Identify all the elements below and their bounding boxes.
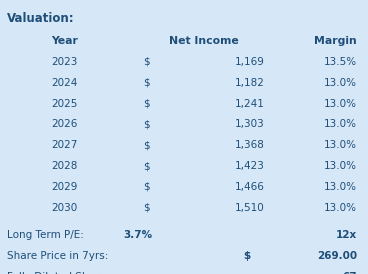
Text: 1,423: 1,423 [235, 161, 265, 171]
Text: $: $ [144, 57, 150, 67]
Text: $: $ [144, 140, 150, 150]
Text: Margin: Margin [314, 36, 357, 46]
Text: 1,241: 1,241 [235, 99, 265, 109]
Text: 1,182: 1,182 [235, 78, 265, 88]
Text: 13.0%: 13.0% [324, 161, 357, 171]
Text: 2024: 2024 [51, 78, 78, 88]
Text: 1,368: 1,368 [235, 140, 265, 150]
Text: 13.5%: 13.5% [324, 57, 357, 67]
Text: 13.0%: 13.0% [324, 203, 357, 213]
Text: 13.0%: 13.0% [324, 140, 357, 150]
Text: 2030: 2030 [51, 203, 78, 213]
Text: $: $ [243, 251, 250, 261]
Text: 2027: 2027 [51, 140, 78, 150]
Text: 13.0%: 13.0% [324, 99, 357, 109]
Text: 1,466: 1,466 [235, 182, 265, 192]
Text: 2029: 2029 [51, 182, 78, 192]
Text: Valuation:: Valuation: [7, 12, 75, 25]
Text: $: $ [144, 99, 150, 109]
Text: 3.7%: 3.7% [123, 230, 153, 240]
Text: $: $ [144, 161, 150, 171]
Text: 2028: 2028 [51, 161, 78, 171]
Text: 1,510: 1,510 [235, 203, 265, 213]
Text: 1,169: 1,169 [235, 57, 265, 67]
Text: $: $ [144, 203, 150, 213]
Text: 13.0%: 13.0% [324, 119, 357, 129]
Text: $: $ [144, 119, 150, 129]
Text: 2026: 2026 [51, 119, 78, 129]
Text: 1,303: 1,303 [235, 119, 265, 129]
Text: Fully Diluted Shares:: Fully Diluted Shares: [7, 272, 115, 274]
Text: 13.0%: 13.0% [324, 78, 357, 88]
Text: 67: 67 [342, 272, 357, 274]
Text: $: $ [144, 182, 150, 192]
Text: 269.00: 269.00 [317, 251, 357, 261]
Text: 2023: 2023 [51, 57, 78, 67]
Text: Net Income: Net Income [169, 36, 239, 46]
Text: 2025: 2025 [51, 99, 78, 109]
Text: Share Price in 7yrs:: Share Price in 7yrs: [7, 251, 109, 261]
Text: Year: Year [51, 36, 78, 46]
Text: 12x: 12x [336, 230, 357, 240]
Text: $: $ [144, 78, 150, 88]
Text: 13.0%: 13.0% [324, 182, 357, 192]
Text: Long Term P/E:: Long Term P/E: [7, 230, 84, 240]
